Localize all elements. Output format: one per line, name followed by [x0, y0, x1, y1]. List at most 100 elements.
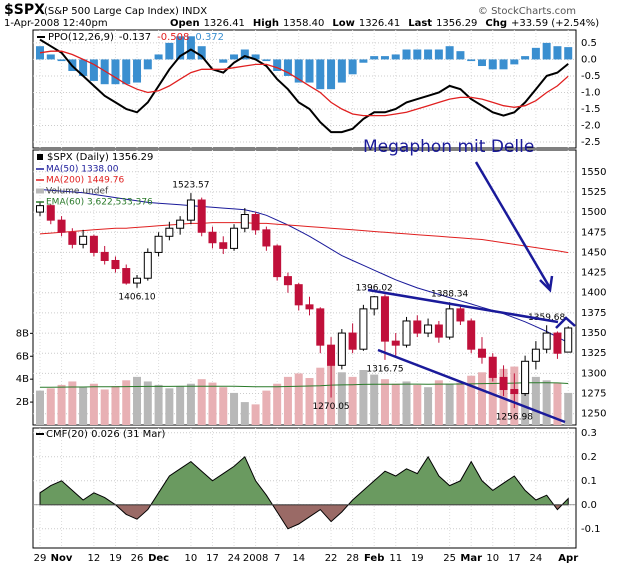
candle-body: [186, 199, 195, 221]
histogram-bar: [510, 59, 519, 65]
y-tick-label: 1350: [581, 328, 606, 339]
histogram-bar: [305, 59, 314, 83]
y-tick-label: 1250: [581, 409, 606, 420]
histogram-bar: [391, 54, 400, 60]
histogram-bar: [327, 59, 336, 90]
panel-frame: [32, 427, 577, 549]
y2-tick-label: 6B: [16, 351, 29, 362]
volume-bar: [165, 388, 174, 425]
candle-body: [348, 332, 357, 350]
volume-bar: [283, 376, 292, 425]
y-tick-label: 0.0: [581, 500, 597, 511]
volume-bar: [273, 383, 282, 425]
volume-bar: [564, 392, 573, 425]
cmf-area: [39, 455, 569, 530]
moving-average: [39, 222, 569, 254]
histogram-bar: [143, 59, 152, 70]
volume-bar: [133, 376, 142, 425]
volume-bar: [240, 402, 249, 425]
candle-body: [230, 227, 239, 249]
candle-body: [294, 284, 303, 306]
volume-bar: [488, 374, 497, 425]
volume-bar: [531, 376, 540, 425]
indicator-line: [39, 38, 569, 134]
candle-body: [434, 324, 443, 338]
x-tick-label: Apr: [558, 553, 578, 564]
arrow: [474, 161, 552, 289]
histogram-bar: [402, 49, 411, 60]
high-label: 1396.02: [356, 283, 393, 293]
symbol: $SPX: [4, 2, 45, 18]
legend-entry: -0.508: [157, 32, 189, 43]
volume-bar: [208, 382, 217, 425]
candle-body: [100, 251, 109, 261]
y-tick-label: -1.0: [581, 87, 601, 98]
volume-bar: [89, 383, 98, 425]
x-tick-label: 14: [292, 553, 305, 564]
histogram-bar: [380, 56, 389, 60]
histogram-bar: [413, 49, 422, 60]
quote-value: 1326.41: [204, 18, 245, 29]
histogram-bar: [564, 47, 573, 60]
volume-bar: [348, 376, 357, 425]
candle-body: [564, 327, 573, 353]
x-tick-label: 19: [411, 553, 424, 564]
candle-body: [262, 229, 271, 247]
moving-average: [39, 189, 569, 344]
candle-body: [380, 296, 389, 342]
candle-body: [197, 199, 206, 233]
histogram-bar: [165, 42, 174, 60]
histogram-bar: [79, 59, 88, 76]
legend-title: PPO(12,26,9): [48, 32, 114, 43]
quote-value: +33.59 (+2.54%): [511, 18, 599, 29]
x-tick-label: 10: [486, 553, 499, 564]
candle-body: [208, 231, 217, 244]
candle-body: [413, 320, 422, 334]
histogram-bar: [100, 59, 109, 85]
candle-body: [240, 214, 249, 229]
histogram-bar: [57, 59, 66, 62]
delle-mark: [555, 316, 576, 329]
candle-body: [316, 308, 325, 346]
histogram-bar: [46, 54, 55, 60]
volume-bar: [402, 381, 411, 425]
y-tick-label: 0.5: [581, 38, 597, 49]
quote-label: Last: [408, 18, 432, 29]
candle-body: [542, 332, 551, 350]
volume-bar: [294, 373, 303, 425]
y-tick-label: 1275: [581, 389, 606, 400]
volume-bar: [36, 390, 44, 425]
histogram-bar: [424, 49, 433, 60]
volume-bar: [79, 387, 88, 425]
histogram-bar: [370, 56, 379, 60]
y-tick-label: 0.1: [581, 476, 597, 487]
y-tick-label: 1525: [581, 187, 606, 198]
histogram-bar: [456, 51, 465, 60]
candle-body: [133, 277, 142, 284]
date: 1-Apr-2008 12:40pm: [4, 18, 108, 29]
candle-body: [251, 214, 260, 231]
low-label: 1316.75: [366, 364, 403, 374]
histogram-bar: [488, 59, 497, 70]
candle-body: [488, 356, 497, 378]
volume-bar: [262, 390, 271, 425]
quote-value: 1358.40: [283, 18, 324, 29]
histogram-bar: [467, 59, 476, 62]
panel-frame: [32, 149, 577, 426]
volume-bar: [251, 404, 260, 425]
lower-trendline: [377, 348, 566, 424]
candle-body: [391, 340, 400, 346]
legend-entry: Volume undef: [46, 187, 109, 197]
histogram-bar: [262, 59, 271, 62]
histogram-bar: [499, 59, 508, 70]
volume-bar: [143, 381, 152, 425]
volume-bar: [359, 370, 368, 425]
low-label: 1270.05: [312, 402, 349, 412]
candle-body: [553, 332, 562, 354]
histogram-bar: [294, 59, 303, 83]
histogram-bar: [230, 54, 239, 60]
candle-body: [79, 235, 88, 245]
volume-bar: [57, 384, 66, 425]
volume-bar: [219, 387, 228, 425]
